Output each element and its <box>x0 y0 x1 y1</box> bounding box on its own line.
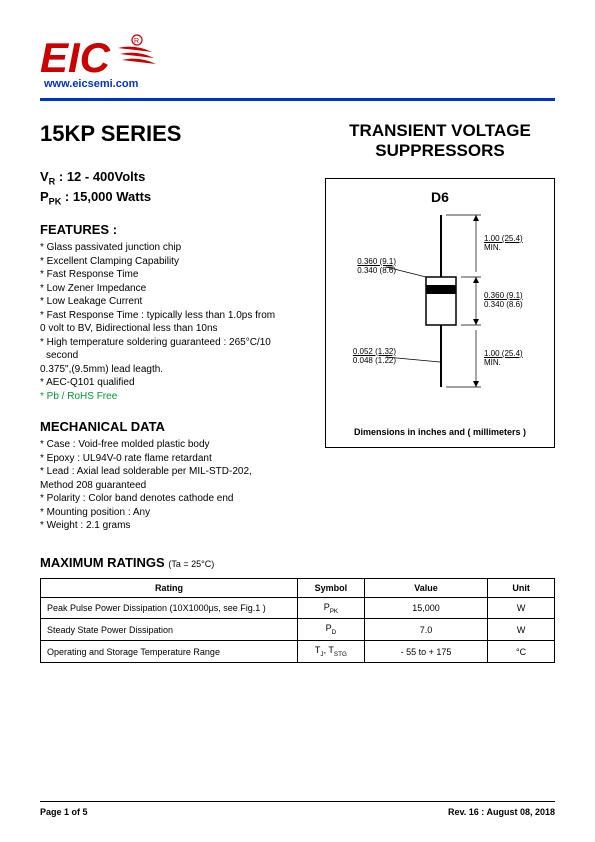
cell-rating: Steady State Power Dissipation <box>41 619 298 641</box>
dim-val: 1.00 (25.4) <box>484 349 523 358</box>
cell-symbol: TJ, TSTG <box>298 641 365 663</box>
features-heading: FEATURES : <box>40 222 295 237</box>
cell-value: 7.0 <box>364 619 487 641</box>
table-row: Peak Pulse Power Dissipation (10X1000μs,… <box>41 597 555 619</box>
cell-value: 15,000 <box>364 597 487 619</box>
feature-item: * Fast Response Time : typically less th… <box>40 309 295 323</box>
dim-body-len: 0.360 (9.1) 0.340 (8.6) <box>484 291 523 309</box>
dim-val: 1.00 (25.4) <box>484 234 523 243</box>
header-rule <box>40 98 555 101</box>
cell-unit: W <box>488 619 555 641</box>
revision-date: Rev. 16 : August 08, 2018 <box>448 807 555 817</box>
cell-symbol: PPK <box>298 597 365 619</box>
dim-body-dia: 0.360 (9.1) 0.340 (8.6) <box>336 257 396 275</box>
mech-item: * Case : Void-free molded plastic body <box>40 438 295 452</box>
package-label: D6 <box>326 189 554 205</box>
table-header-row: Rating Symbol Value Unit <box>41 578 555 597</box>
feature-item: * AEC-Q101 qualified <box>40 376 295 390</box>
ppk-value: 15,000 Watts <box>73 189 151 204</box>
mech-item: * Polarity : Color band denotes cathode … <box>40 492 295 506</box>
right-column: TRANSIENT VOLTAGE SUPPRESSORS D6 <box>325 121 555 533</box>
mech-item: Method 208 guaranteed <box>40 479 295 493</box>
footer-rule <box>40 801 555 802</box>
cell-rating: Operating and Storage Temperature Range <box>41 641 298 663</box>
ratings-title: MAXIMUM RATINGS <box>40 555 165 570</box>
dim-val: MIN. <box>484 243 501 252</box>
dim-val: 0.052 (1.32) <box>353 347 396 356</box>
left-column: 15KP SERIES VR : 12 - 400Volts PPK : 15,… <box>40 121 295 533</box>
feature-item: * Fast Response Time <box>40 268 295 282</box>
col-unit: Unit <box>488 578 555 597</box>
col-value: Value <box>364 578 487 597</box>
main-content-row: 15KP SERIES VR : 12 - 400Volts PPK : 15,… <box>40 121 555 533</box>
dimensions-caption: Dimensions in inches and ( millimeters ) <box>326 427 554 437</box>
vr-value: 12 - 400Volts <box>67 169 146 184</box>
dim-val: 0.360 (9.1) <box>484 291 523 300</box>
dim-val: 0.048 (1.22) <box>353 356 396 365</box>
ratings-heading: MAXIMUM RATINGS (Ta = 25°C) <box>40 555 555 570</box>
feature-item: 0.375",(9.5mm) lead leagth. <box>40 363 295 377</box>
cell-unit: °C <box>488 641 555 663</box>
eic-logo: EIC R <box>40 30 170 80</box>
dim-val: 0.340 (8.6) <box>357 266 396 275</box>
features-list: * Glass passivated junction chip * Excel… <box>40 241 295 403</box>
page-footer: Page 1 of 5 Rev. 16 : August 08, 2018 <box>40 801 555 817</box>
feature-item: * Glass passivated junction chip <box>40 241 295 255</box>
ppk-spec: PPK : 15,000 Watts <box>40 189 295 207</box>
logo-area: EIC R www.eicsemi.com <box>40 30 555 90</box>
feature-item: * Low Leakage Current <box>40 295 295 309</box>
svg-text:R: R <box>134 38 139 45</box>
feature-item: * Low Zener Impedance <box>40 282 295 296</box>
feature-item: * High temperature soldering guaranteed … <box>40 336 295 363</box>
cell-symbol: PD <box>298 619 365 641</box>
dim-val: 0.340 (8.6) <box>484 300 523 309</box>
vr-spec: VR : 12 - 400Volts <box>40 169 295 187</box>
mech-item: * Weight : 2.1 grams <box>40 519 295 533</box>
cell-rating: Peak Pulse Power Dissipation (10X1000μs,… <box>41 597 298 619</box>
col-symbol: Symbol <box>298 578 365 597</box>
dim-val: MIN. <box>484 358 501 367</box>
ratings-table: Rating Symbol Value Unit Peak Pulse Powe… <box>40 578 555 663</box>
mech-item: * Lead : Axial lead solderable per MIL-S… <box>40 465 295 479</box>
dim-lead-dia: 0.052 (1.32) 0.048 (1.22) <box>336 347 396 365</box>
feature-item-green: * Pb / RoHS Free <box>40 390 295 404</box>
cell-unit: W <box>488 597 555 619</box>
table-row: Steady State Power DissipationPD7.0W <box>41 619 555 641</box>
logo-url: www.eicsemi.com <box>44 78 555 90</box>
series-title: 15KP SERIES <box>40 121 295 147</box>
table-row: Operating and Storage Temperature RangeT… <box>41 641 555 663</box>
col-rating: Rating <box>41 578 298 597</box>
mech-item: * Epoxy : UL94V-0 rate flame retardant <box>40 452 295 466</box>
ratings-condition: (Ta = 25°C) <box>168 559 214 569</box>
mech-item: * Mounting position : Any <box>40 506 295 520</box>
title-line2: SUPPRESSORS <box>375 141 504 160</box>
cell-value: - 55 to + 175 <box>364 641 487 663</box>
dim-lead-bot: 1.00 (25.4) MIN. <box>484 349 523 367</box>
package-diagram: D6 <box>325 178 555 448</box>
dim-val: 0.360 (9.1) <box>357 257 396 266</box>
mechanical-list: * Case : Void-free molded plastic body *… <box>40 438 295 533</box>
feature-item: 0 volt to BV, Bidirectional less than 10… <box>40 322 295 336</box>
product-type-title: TRANSIENT VOLTAGE SUPPRESSORS <box>325 121 555 162</box>
title-line1: TRANSIENT VOLTAGE <box>349 121 531 140</box>
mechanical-heading: MECHANICAL DATA <box>40 419 295 434</box>
dim-lead-top: 1.00 (25.4) MIN. <box>484 234 523 252</box>
svg-text:EIC: EIC <box>40 34 111 80</box>
page-number: Page 1 of 5 <box>40 807 88 817</box>
feature-item: * Excellent Clamping Capability <box>40 255 295 269</box>
